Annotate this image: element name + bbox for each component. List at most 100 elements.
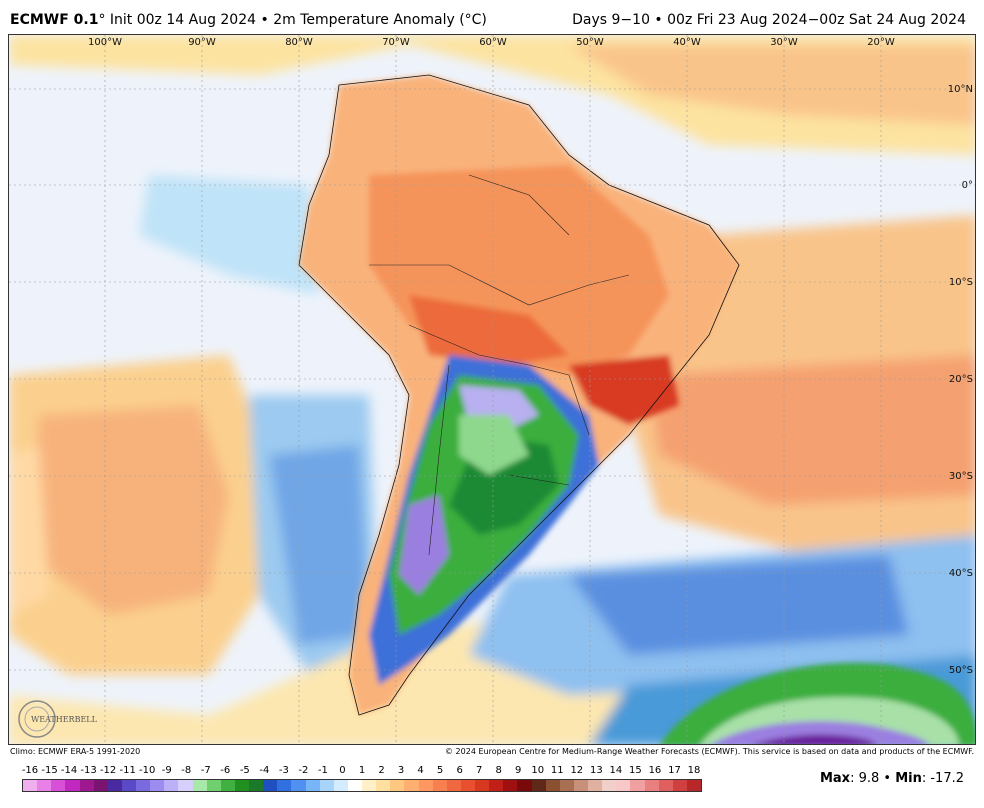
colorbar-swatch bbox=[686, 780, 701, 791]
colorbar-label: -10 bbox=[139, 765, 156, 776]
colorbar-swatch bbox=[432, 780, 447, 791]
map-title: ECMWF 0.1° Init 00z 14 Aug 2024 • 2m Tem… bbox=[10, 12, 487, 28]
colorbar-label: -15 bbox=[41, 765, 58, 776]
colorbar-swatch bbox=[390, 780, 405, 791]
lon-label: 100°W bbox=[88, 37, 122, 48]
colorbar-label: -8 bbox=[181, 765, 192, 776]
colorbar-swatch bbox=[319, 780, 334, 791]
colorbar-swatch bbox=[107, 780, 122, 791]
longitude-labels: 100°W 90°W 80°W 70°W 60°W 50°W 40°W 30°W… bbox=[88, 37, 895, 48]
lon-label: 70°W bbox=[382, 37, 410, 48]
max-label: Max bbox=[819, 771, 851, 786]
colorbar-swatch bbox=[517, 780, 532, 791]
colorbar-label: 12 bbox=[570, 765, 584, 776]
colorbar-swatch bbox=[37, 780, 52, 791]
climo-note: Climo: ECMWF ERA-5 1991-2020 bbox=[10, 747, 141, 756]
map-header: ECMWF 0.1° Init 00z 14 Aug 2024 • 2m Tem… bbox=[0, 0, 984, 34]
valid-time: Days 9−10 • 00z Fri 23 Aug 2024−00z Sat … bbox=[572, 12, 966, 28]
lat-label: 50°S bbox=[949, 665, 973, 676]
colorbar-swatch bbox=[616, 780, 631, 791]
temperature-anomaly-map[interactable]: 100°W 90°W 80°W 70°W 60°W 50°W 40°W 30°W… bbox=[8, 34, 976, 745]
colorbar-swatch bbox=[249, 780, 264, 791]
colorbar-swatch bbox=[362, 780, 377, 791]
colorbar-label: 15 bbox=[629, 765, 642, 776]
colorbar-swatch bbox=[121, 780, 136, 791]
colorbar-swatch bbox=[475, 780, 490, 791]
colorbar-swatch bbox=[559, 780, 574, 791]
colorbar-label: 4 bbox=[417, 765, 424, 776]
colorbar-swatch bbox=[51, 780, 66, 791]
colorbar-label: 6 bbox=[456, 765, 463, 776]
colorbar-swatch bbox=[644, 780, 659, 791]
colorbar-labels: -16 -15 -14 -13 -12 -11 -10 -9 -8 -7 -6 -5 -4 -3 -2 -1 0… bbox=[22, 765, 702, 779]
latitude-labels: 10°N 0° 10°S 20°S 30°S 40°S 50°S bbox=[948, 84, 973, 676]
colorbar-label: 5 bbox=[436, 765, 444, 776]
colorbar-swatch bbox=[79, 780, 94, 791]
min-value: : -17.2 bbox=[921, 771, 964, 786]
field-name: 2m Temperature Anomaly (°C) bbox=[273, 12, 487, 28]
colorbar-swatch bbox=[588, 780, 603, 791]
colorbar-swatch bbox=[531, 780, 546, 791]
coastline bbox=[298, 74, 740, 716]
colorbar-label: 0 bbox=[339, 765, 346, 776]
lon-label: 60°W bbox=[479, 37, 507, 48]
colorbar-swatch bbox=[602, 780, 617, 791]
colorbar-swatch bbox=[23, 780, 38, 791]
colorbar-label: 2 bbox=[378, 765, 385, 776]
lon-label: 20°W bbox=[867, 37, 895, 48]
colorbar-swatch bbox=[347, 780, 362, 791]
colorbar-swatch bbox=[136, 780, 151, 791]
degree-symbol: ° bbox=[98, 12, 106, 28]
init-time: Init 00z 14 Aug 2024 bbox=[105, 12, 257, 28]
colorbar-label: 7 bbox=[475, 765, 483, 776]
lon-label: 80°W bbox=[285, 37, 313, 48]
colorbar-swatch bbox=[333, 780, 348, 791]
colorbar-label: 3 bbox=[397, 765, 405, 776]
lat-label: 10°S bbox=[949, 277, 973, 288]
colorbar-label: 16 bbox=[648, 765, 662, 776]
colorbar-swatch bbox=[234, 780, 249, 791]
svg-text:WEATHERBELL: WEATHERBELL bbox=[31, 715, 98, 724]
colorbar-label: 18 bbox=[687, 765, 701, 776]
colorbar-swatch bbox=[503, 780, 518, 791]
colorbar-label: -16 bbox=[21, 765, 39, 776]
colorbar-swatch bbox=[573, 780, 588, 791]
colorbar-swatch bbox=[220, 780, 235, 791]
colorbar-label: -11 bbox=[119, 765, 136, 776]
colorbar-label: 13 bbox=[589, 765, 603, 776]
colorbar-label: -3 bbox=[278, 765, 289, 776]
colorbar-swatch bbox=[446, 780, 461, 791]
colorbar-swatch bbox=[150, 780, 165, 791]
colorbar-label: -12 bbox=[99, 765, 117, 776]
lat-label: 30°S bbox=[949, 471, 973, 482]
copyright-note: © 2024 European Centre for Medium-Range … bbox=[445, 747, 974, 756]
colorbar-label: 11 bbox=[550, 765, 564, 776]
colorbar-swatch bbox=[65, 780, 80, 791]
colorbar-swatch bbox=[93, 780, 108, 791]
colorbar-swatch bbox=[277, 780, 292, 791]
colorbar-label: -5 bbox=[239, 765, 250, 776]
max-value: : 9.8 • bbox=[850, 771, 896, 786]
colorbar-label: -13 bbox=[80, 765, 97, 776]
colorbar-swatches bbox=[22, 779, 702, 792]
colorbar: -16 -15 -14 -13 -12 -11 -10 -9 -8 -7 -6 -5 -4 -3 -2 -1 0… bbox=[22, 765, 702, 793]
lon-label: 30°W bbox=[770, 37, 798, 48]
colorbar-label: -4 bbox=[259, 765, 270, 776]
colorbar-label: -14 bbox=[60, 765, 78, 776]
colorbar-label: 10 bbox=[531, 765, 545, 776]
colorbar-label: 14 bbox=[609, 765, 623, 776]
colorbar-label: -7 bbox=[200, 765, 211, 776]
colorbar-label: -9 bbox=[161, 765, 172, 776]
country-borders bbox=[369, 174, 630, 556]
colorbar-swatch bbox=[376, 780, 391, 791]
lon-label: 50°W bbox=[576, 37, 604, 48]
lon-label: 90°W bbox=[188, 37, 216, 48]
graticule bbox=[9, 35, 975, 744]
colorbar-label: 17 bbox=[668, 765, 681, 776]
colorbar-label: 9 bbox=[515, 765, 522, 776]
colorbar-swatch bbox=[404, 780, 419, 791]
model-name: ECMWF 0.1 bbox=[10, 12, 99, 28]
colorbar-swatch bbox=[263, 780, 278, 791]
colorbar-swatch bbox=[672, 780, 687, 791]
colorbar-swatch bbox=[164, 780, 179, 791]
